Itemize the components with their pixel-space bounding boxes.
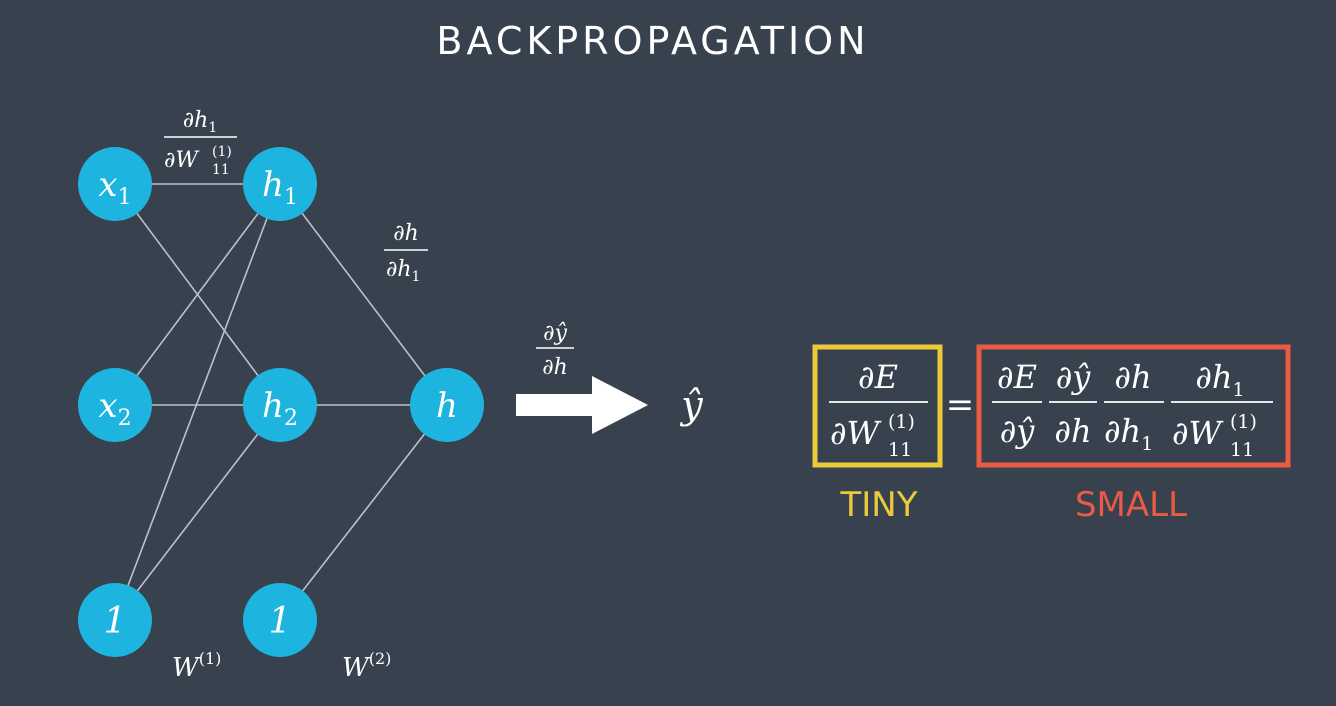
edge-bias1-h1 [114, 183, 281, 621]
svg-text:(1): (1) [212, 144, 232, 160]
svg-text:11: 11 [1230, 439, 1254, 461]
rhs-term-2: ∂ŷ ∂h [1049, 358, 1097, 450]
svg-text:∂h1: ∂h1 [183, 108, 217, 136]
svg-text:x2: x2 [98, 386, 131, 431]
svg-text:∂E: ∂E [858, 358, 898, 396]
small-box [976, 344, 1291, 468]
equals-sign: = [946, 385, 975, 425]
svg-text:∂h1: ∂h1 [1195, 358, 1244, 401]
tiny-box [812, 344, 943, 468]
svg-text:∂h: ∂h [393, 221, 419, 246]
svg-text:h1: h1 [262, 165, 298, 210]
svg-text:∂h: ∂h [1054, 412, 1091, 450]
weight-label-w1: W(1) [172, 649, 221, 683]
svg-text:∂ŷ: ∂ŷ [1000, 412, 1036, 450]
svg-text:h2: h2 [262, 386, 298, 431]
arrow-right-icon [516, 376, 648, 434]
svg-text:∂W: ∂W [1172, 414, 1225, 452]
edge-h1-h [279, 183, 448, 406]
svg-text:∂h: ∂h [542, 355, 568, 380]
svg-text:∂h1: ∂h1 [386, 257, 420, 285]
svg-text:∂W: ∂W [830, 414, 883, 452]
svg-text:∂W: ∂W [164, 148, 200, 173]
output-yhat: ŷ [679, 383, 703, 427]
svg-text:1: 1 [269, 601, 292, 642]
derivative-dh1-dw11: ∂h1 ∂W (1) 11 [164, 108, 237, 178]
svg-text:∂ŷ: ∂ŷ [1056, 358, 1092, 396]
rhs-term-4: ∂h1 ∂W (1) 11 [1171, 358, 1273, 461]
svg-text:11: 11 [888, 439, 912, 461]
slide-title: BACKPROPAGATION [436, 19, 869, 63]
weight-label-w2: W(2) [342, 649, 391, 683]
svg-text:h: h [436, 386, 458, 426]
svg-text:x1: x1 [98, 165, 131, 210]
node-h2: h2 [243, 368, 317, 442]
edge-bias1-h2 [114, 404, 281, 621]
edge-x2-h1 [114, 183, 281, 406]
svg-text:∂ŷ: ∂ŷ [543, 321, 567, 346]
svg-text:(1): (1) [888, 411, 915, 433]
rhs-term-3: ∂h ∂h1 [1104, 358, 1164, 455]
node-x1: x1 [78, 147, 152, 221]
svg-text:∂h1: ∂h1 [1104, 412, 1153, 455]
equation-lhs: ∂E ∂W (1) 11 [829, 358, 928, 461]
node-x2: x2 [78, 368, 152, 442]
tiny-label: TINY [840, 485, 918, 525]
node-h: h [410, 368, 484, 442]
network-edges [114, 183, 448, 621]
svg-text:11: 11 [212, 162, 230, 178]
node-h1: h1 [243, 147, 317, 221]
edge-bias2-h [279, 404, 448, 621]
derivative-dyhat-dh: ∂ŷ ∂h [536, 321, 574, 380]
small-label: SMALL [1075, 485, 1187, 525]
node-bias-2: 1 [243, 583, 317, 657]
node-bias-1: 1 [78, 583, 152, 657]
derivative-dh-dh1: ∂h ∂h1 [384, 221, 428, 285]
svg-text:∂E: ∂E [997, 358, 1037, 396]
rhs-term-1: ∂E ∂ŷ [992, 358, 1042, 450]
svg-text:1: 1 [104, 601, 127, 642]
svg-text:(1): (1) [1230, 411, 1257, 433]
svg-text:∂h: ∂h [1114, 358, 1151, 396]
equation-rhs: ∂E ∂ŷ ∂ŷ ∂h ∂h ∂h1 ∂h1 ∂W (1) 11 [992, 358, 1273, 461]
